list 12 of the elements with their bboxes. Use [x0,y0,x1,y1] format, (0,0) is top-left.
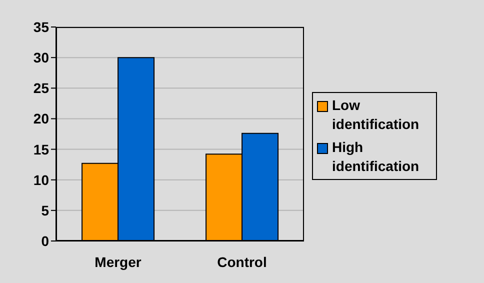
legend-label: Low identification [332,96,420,134]
y-tick-label: 15 [33,141,50,158]
y-tick-label: 30 [33,50,50,66]
legend-label: High identification [332,138,420,176]
y-tick-label: 10 [33,172,50,188]
y-tick-label: 35 [33,18,50,35]
x-tick-label: Control [217,254,267,270]
y-tick-label: 0 [41,232,50,249]
x-tick-label: Merger [94,254,142,270]
y-tick-label: 25 [33,80,50,96]
y-tick-label: 20 [33,110,50,127]
y-tick-label: 5 [41,202,50,218]
